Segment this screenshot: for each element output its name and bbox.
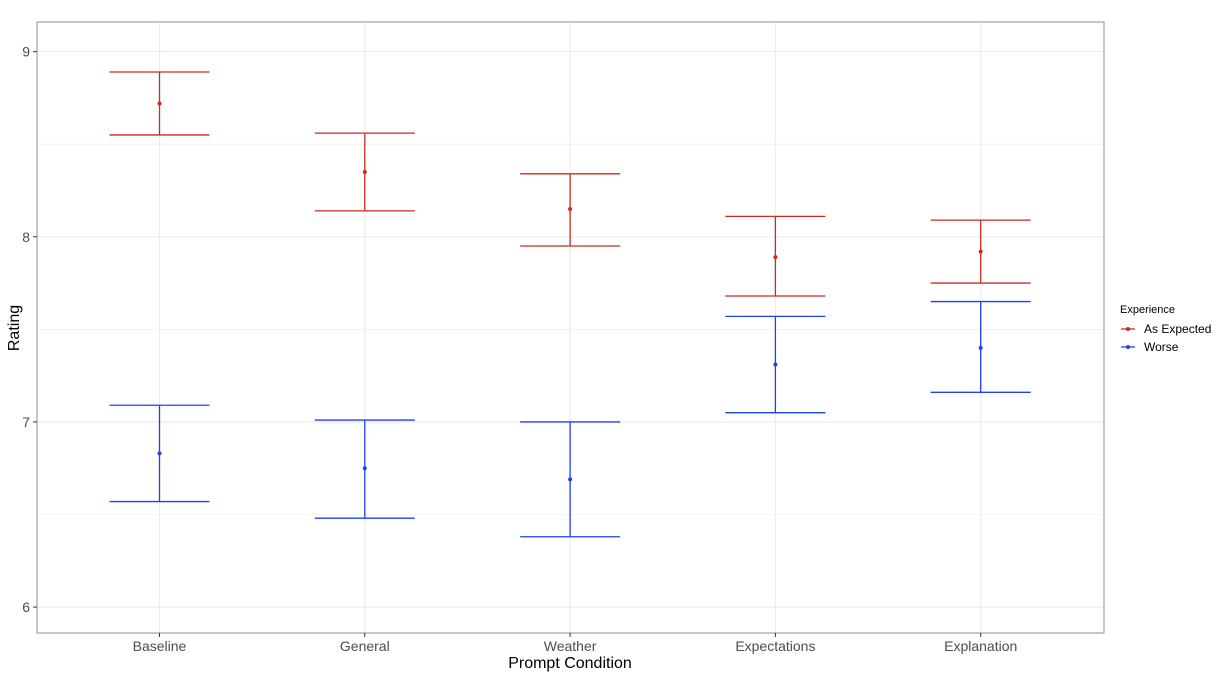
errorbar-worse bbox=[520, 421, 621, 538]
errorbar-as-expected bbox=[520, 173, 621, 247]
y-axis: 6 7 8 9 bbox=[22, 44, 37, 615]
errorbar-as-expected bbox=[109, 71, 210, 136]
legend: Experience As Expected Worse bbox=[1120, 304, 1211, 354]
legend-label: Worse bbox=[1144, 340, 1179, 354]
x-tick-label: Baseline bbox=[133, 638, 187, 654]
legend-label: As Expected bbox=[1144, 322, 1211, 336]
x-tick-label: Expectations bbox=[735, 638, 815, 654]
legend-key-point bbox=[1126, 345, 1130, 349]
mean-point bbox=[773, 362, 778, 367]
mean-point bbox=[773, 255, 778, 260]
errorbar-worse bbox=[930, 300, 1031, 393]
y-tick-label: 7 bbox=[22, 414, 30, 430]
errorbar-worse bbox=[314, 419, 415, 519]
errorbar-as-expected bbox=[314, 132, 415, 212]
error-bars bbox=[109, 71, 1031, 538]
legend-item-worse: Worse bbox=[1121, 340, 1179, 354]
errorbar-as-expected bbox=[725, 215, 826, 297]
mean-point bbox=[362, 169, 367, 174]
mean-point bbox=[157, 101, 162, 106]
x-tick-label: Explanation bbox=[944, 638, 1017, 654]
legend-items: As Expected Worse bbox=[1121, 322, 1211, 354]
x-tick-label: Weather bbox=[544, 638, 597, 654]
legend-item-as-expected: As Expected bbox=[1121, 322, 1211, 336]
mean-point bbox=[362, 466, 367, 471]
errorbar-as-expected bbox=[930, 219, 1031, 284]
legend-key-point bbox=[1126, 327, 1130, 331]
y-axis-title: Rating bbox=[6, 305, 23, 351]
mean-point bbox=[978, 345, 983, 350]
errorbar-worse bbox=[109, 404, 210, 503]
mean-point bbox=[157, 451, 162, 456]
mean-point bbox=[978, 249, 983, 254]
y-tick-label: 8 bbox=[22, 229, 30, 245]
x-tick-label: General bbox=[340, 638, 390, 654]
mean-point bbox=[568, 207, 573, 212]
mean-point bbox=[568, 477, 573, 482]
x-axis-title: Prompt Condition bbox=[508, 655, 632, 672]
y-tick-label: 6 bbox=[22, 599, 30, 615]
x-axis: Baseline General Weather Expectations Explan… bbox=[133, 633, 1017, 654]
errorbar-worse bbox=[725, 315, 826, 414]
y-tick-label: 9 bbox=[22, 44, 30, 60]
legend-title: Experience bbox=[1120, 304, 1175, 316]
